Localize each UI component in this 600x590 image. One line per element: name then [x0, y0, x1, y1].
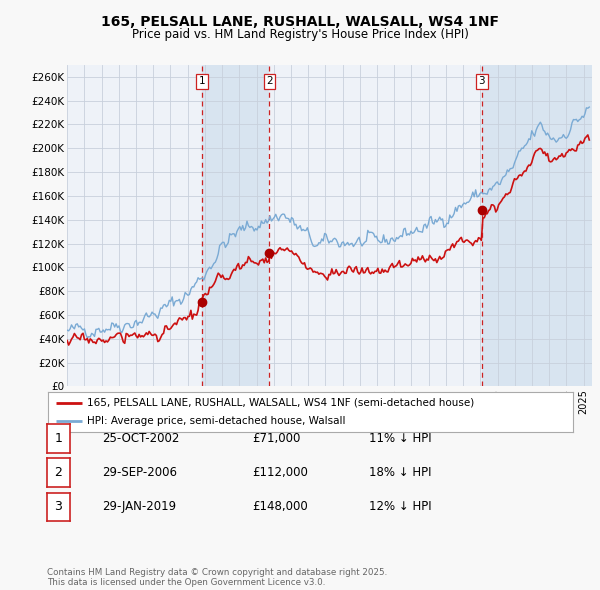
Text: £71,000: £71,000 [252, 432, 301, 445]
Bar [67, 65, 202, 386]
Text: 2: 2 [54, 466, 62, 479]
Text: Contains HM Land Registry data © Crown copyright and database right 2025.
This d: Contains HM Land Registry data © Crown c… [47, 568, 387, 587]
Text: 11% ↓ HPI: 11% ↓ HPI [369, 432, 431, 445]
Text: £148,000: £148,000 [252, 500, 308, 513]
Text: £112,000: £112,000 [252, 466, 308, 479]
Text: 12% ↓ HPI: 12% ↓ HPI [369, 500, 431, 513]
Text: 3: 3 [54, 500, 62, 513]
Text: 1: 1 [199, 76, 205, 86]
Text: 1: 1 [54, 432, 62, 445]
Text: 29-SEP-2006: 29-SEP-2006 [102, 466, 177, 479]
Text: Price paid vs. HM Land Registry's House Price Index (HPI): Price paid vs. HM Land Registry's House … [131, 28, 469, 41]
Text: HPI: Average price, semi-detached house, Walsall: HPI: Average price, semi-detached house,… [88, 416, 346, 426]
Text: 3: 3 [478, 76, 485, 86]
Text: 25-OCT-2002: 25-OCT-2002 [102, 432, 179, 445]
Text: 18% ↓ HPI: 18% ↓ HPI [369, 466, 431, 479]
Text: 29-JAN-2019: 29-JAN-2019 [102, 500, 176, 513]
Bar [202, 65, 269, 386]
Text: 165, PELSALL LANE, RUSHALL, WALSALL, WS4 1NF (semi-detached house): 165, PELSALL LANE, RUSHALL, WALSALL, WS4… [88, 398, 475, 408]
Bar [482, 65, 592, 386]
Text: 165, PELSALL LANE, RUSHALL, WALSALL, WS4 1NF: 165, PELSALL LANE, RUSHALL, WALSALL, WS4… [101, 15, 499, 29]
Bar [269, 65, 482, 386]
Text: 2: 2 [266, 76, 273, 86]
